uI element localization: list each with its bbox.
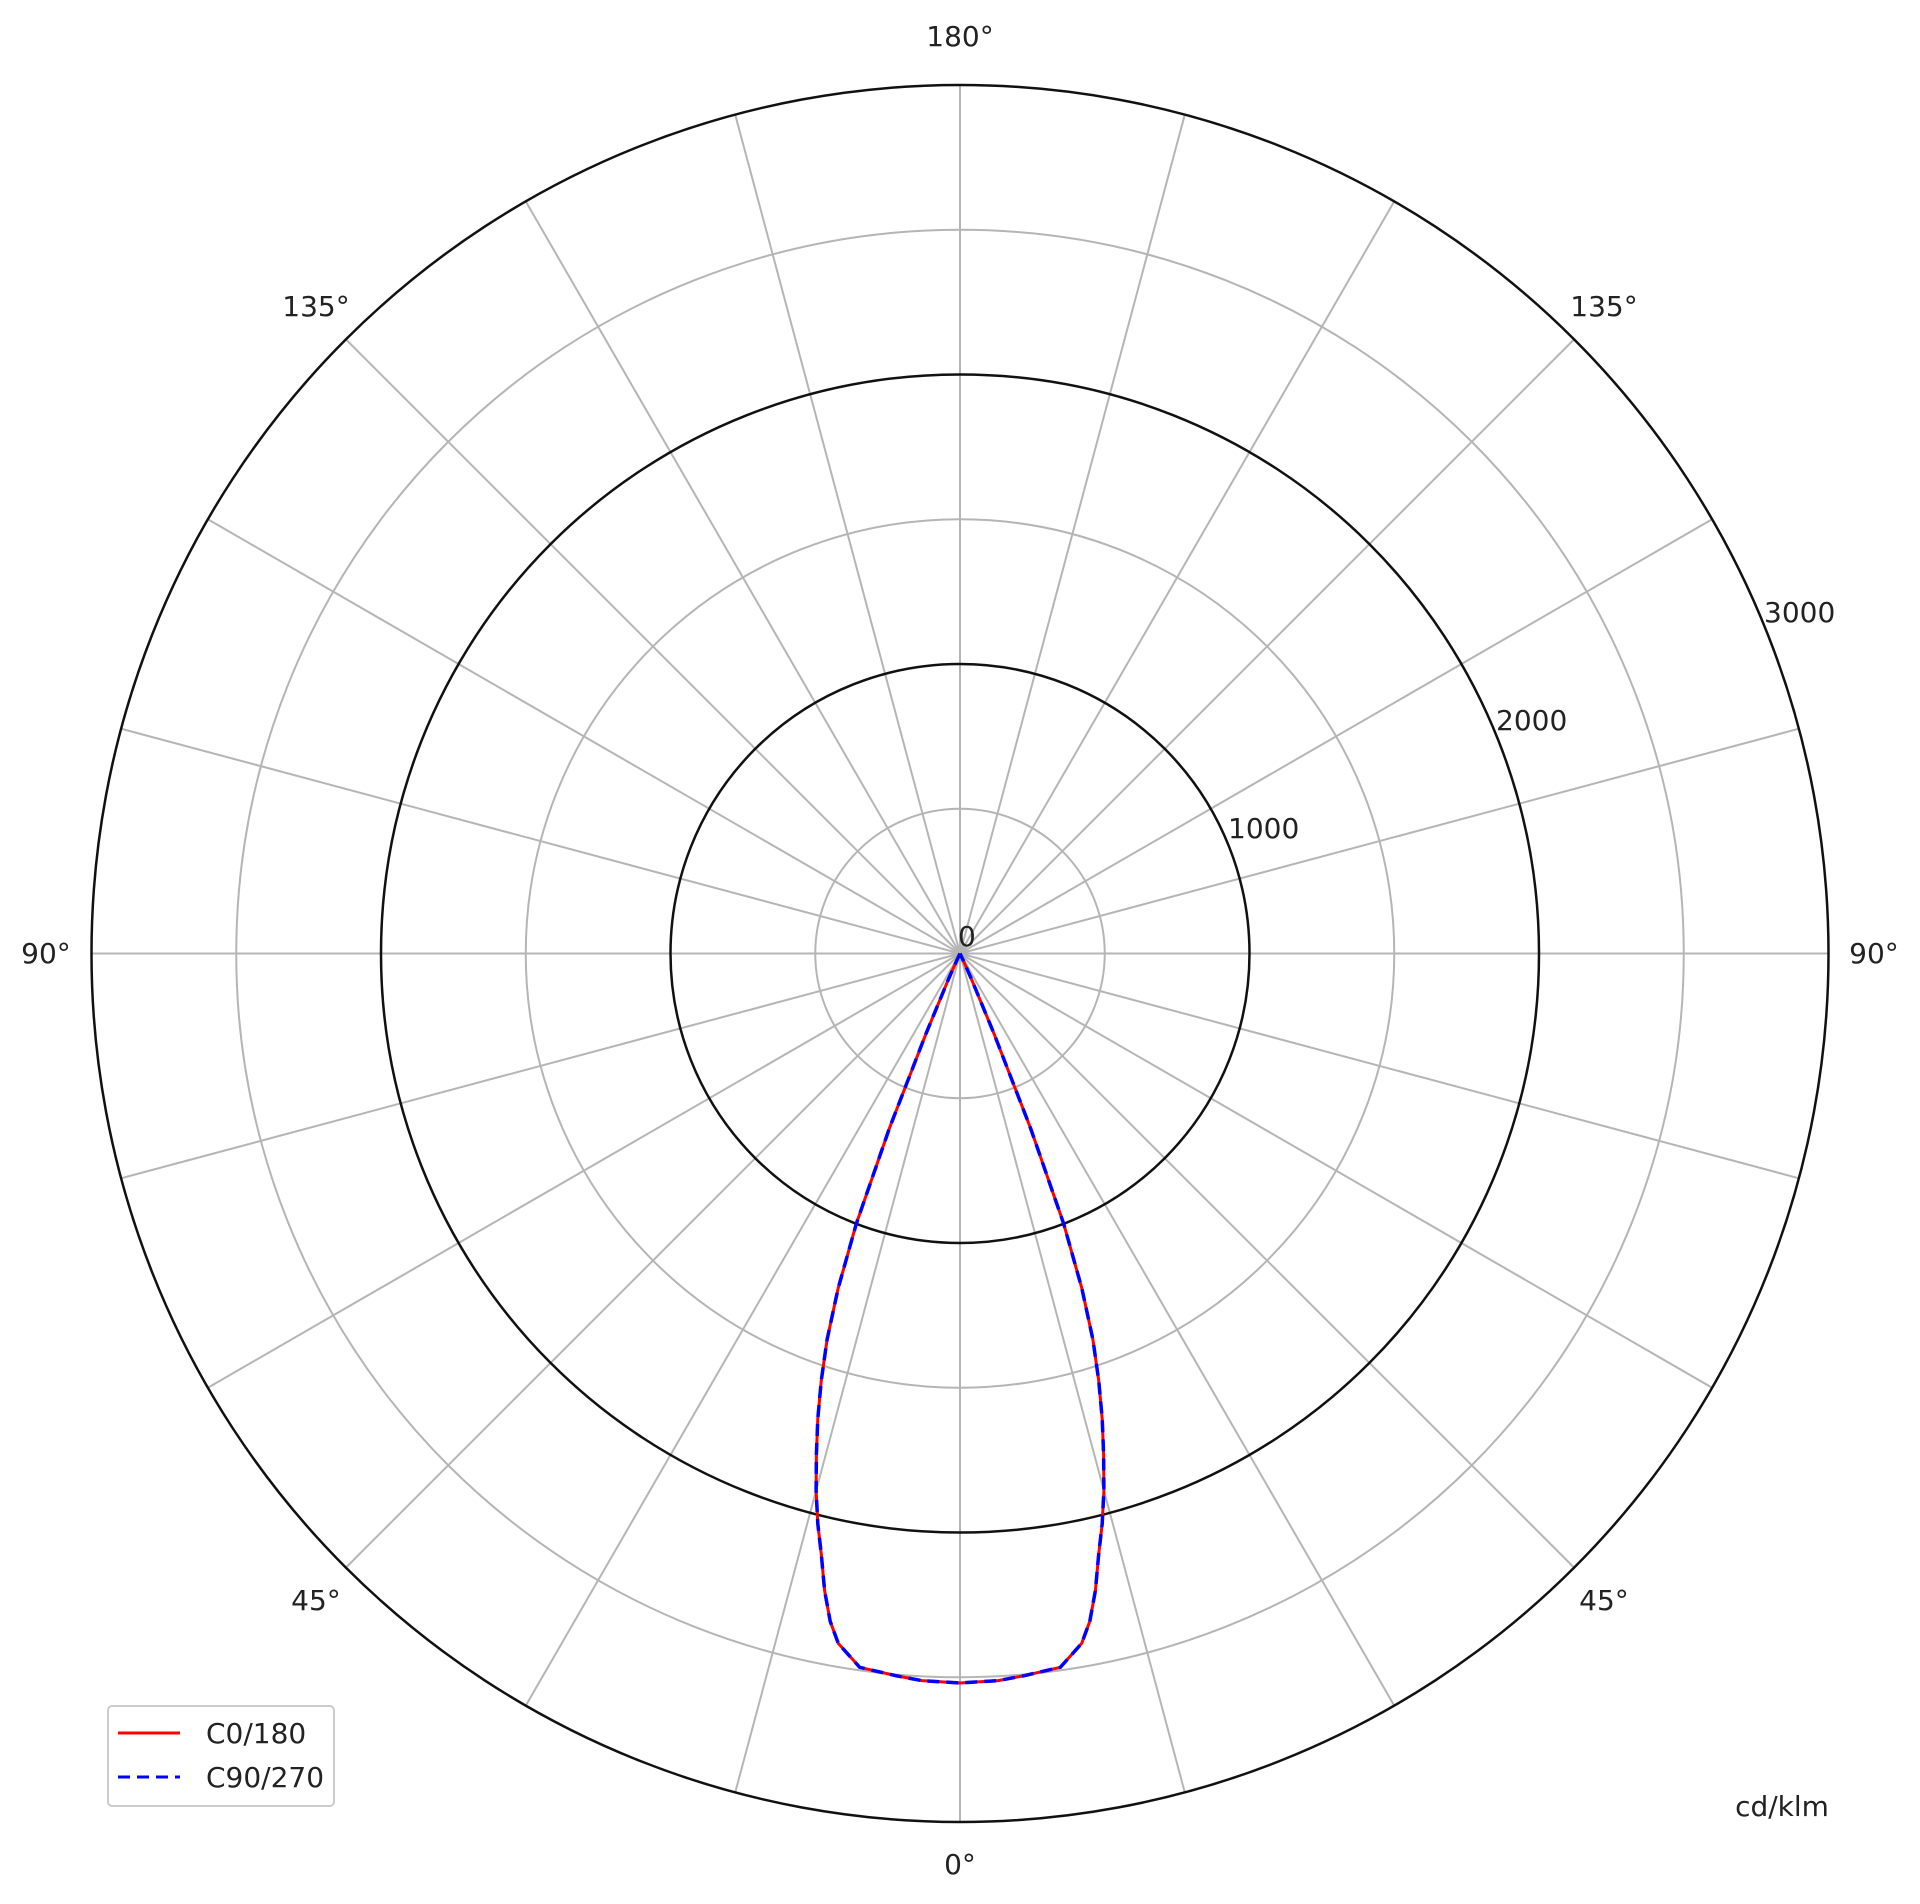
angle-label-bottom: 0° — [944, 1848, 976, 1881]
angle-label-lower-left: 45° — [291, 1584, 341, 1617]
angle-label-right: 90° — [1849, 937, 1899, 970]
angle-label-left: 90° — [21, 937, 71, 970]
ring-2000 — [379, 373, 1541, 1534]
ring-1000 — [669, 662, 1251, 1245]
legend: C0/180 C90/270 — [107, 1705, 335, 1807]
ring-1500 — [524, 518, 1396, 1389]
angle-label-top: 180° — [926, 20, 993, 53]
legend-box — [107, 1705, 335, 1807]
ring-2500 — [235, 228, 1685, 1679]
radial-tick-0: 0 — [958, 920, 976, 953]
angle-label-upper-right: 135° — [1570, 290, 1637, 323]
legend-label-c0: C0/180 — [206, 1717, 306, 1750]
angle-label-lower-right: 45° — [1579, 1584, 1629, 1617]
angle-label-upper-left: 135° — [282, 290, 349, 323]
unit-label: cd/klm — [1735, 1790, 1829, 1823]
series-c90-270 — [814, 952, 1106, 1685]
radial-tick-1000: 1000 — [1228, 812, 1299, 845]
polar-grid — [90, 83, 1830, 1824]
ring-3000 — [90, 83, 1830, 1824]
intensity-curves — [814, 952, 1106, 1685]
radial-tick-2000: 2000 — [1496, 704, 1567, 737]
radial-tick-3000: 3000 — [1764, 596, 1835, 629]
legend-label-c90: C90/270 — [206, 1761, 324, 1794]
ring-500 — [814, 807, 1106, 1100]
